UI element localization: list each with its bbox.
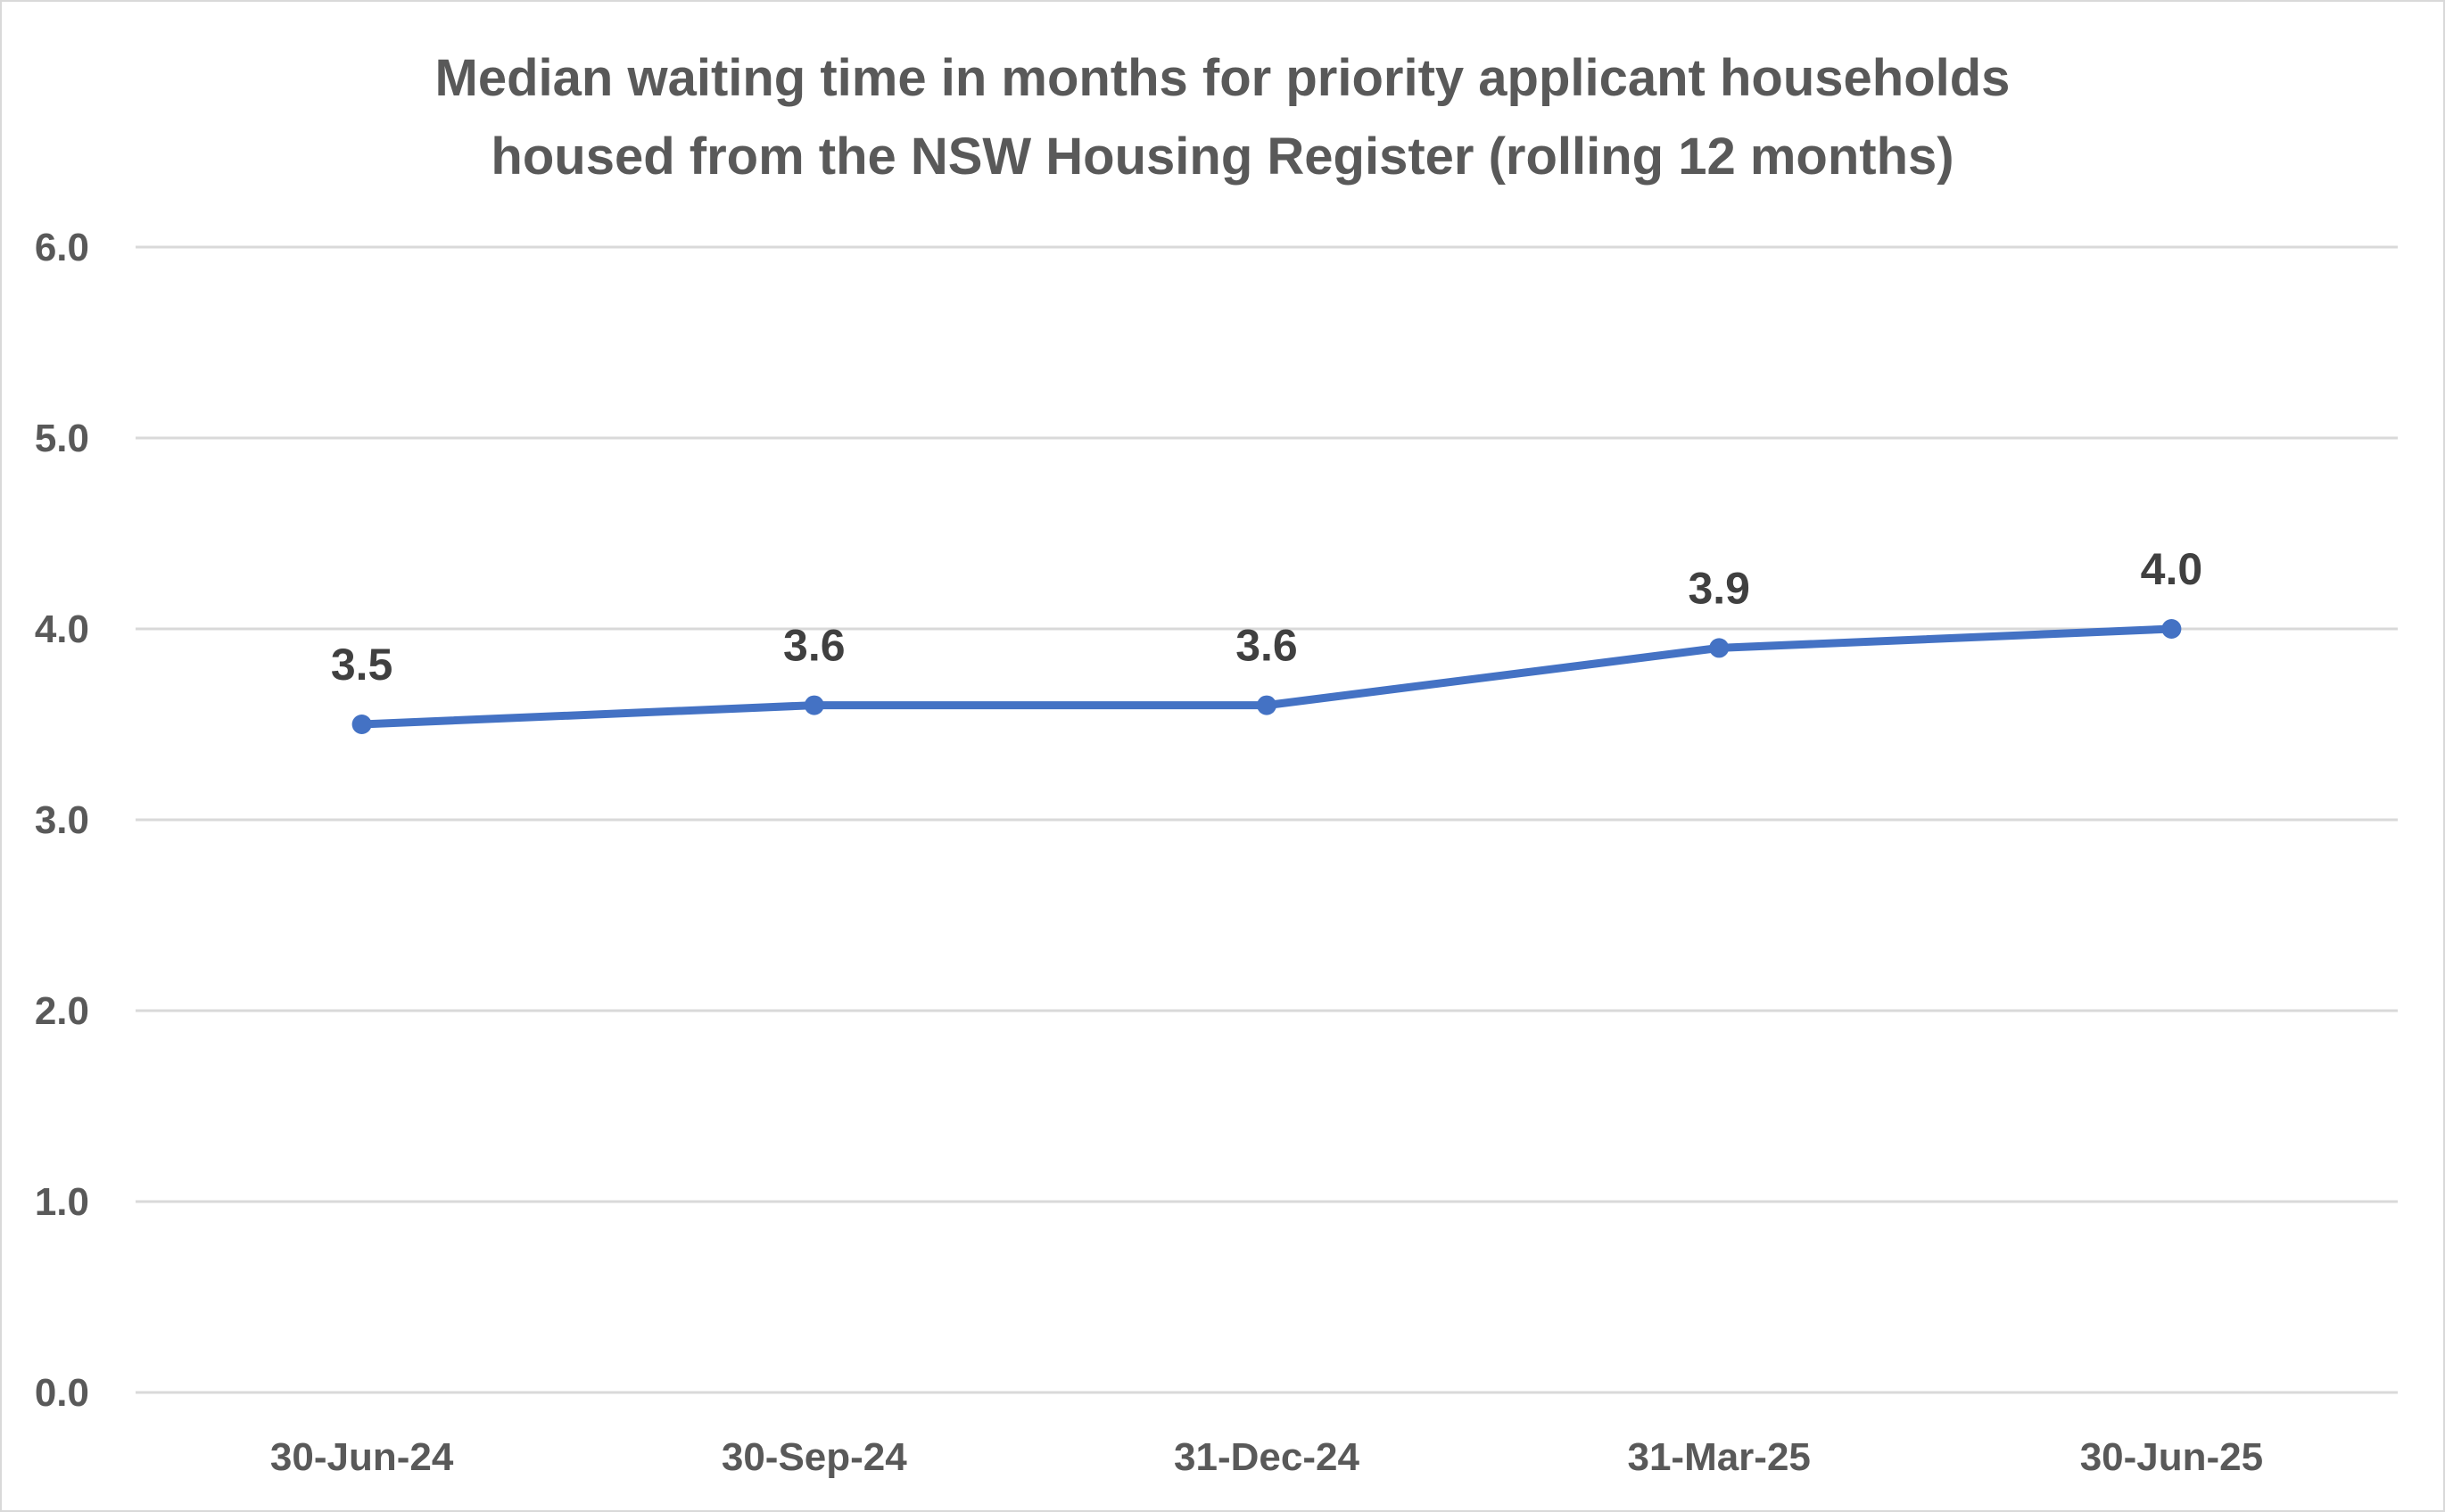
data-point xyxy=(2161,619,2182,639)
data-label: 4.0 xyxy=(2141,544,2203,594)
y-tick-label: 0.0 xyxy=(35,1371,89,1415)
data-label: 3.6 xyxy=(783,621,846,671)
data-label: 3.9 xyxy=(1688,563,1750,613)
y-tick-label: 6.0 xyxy=(35,226,89,269)
data-point xyxy=(1257,695,1276,715)
y-tick-label: 4.0 xyxy=(35,607,89,651)
y-tick-label: 1.0 xyxy=(35,1180,89,1224)
x-tick-label: 31-Dec-24 xyxy=(1174,1435,1359,1479)
x-axis-tick-labels: 30-Jun-24 30-Sep-24 31-Dec-24 31-Mar-25 30-J… xyxy=(270,1435,2263,1479)
x-tick-label: 31-Mar-25 xyxy=(1627,1435,1810,1479)
y-tick-label: 5.0 xyxy=(35,417,89,460)
data-labels: 3.5 3.6 3.6 3.9 4.0 xyxy=(331,544,2202,690)
x-tick-label: 30-Jun-25 xyxy=(2080,1435,2263,1479)
x-tick-label: 30-Sep-24 xyxy=(722,1435,907,1479)
gridlines xyxy=(136,245,2398,1394)
data-label: 3.5 xyxy=(331,640,393,690)
y-tick-label: 2.0 xyxy=(35,989,89,1033)
x-tick-label: 30-Jun-24 xyxy=(270,1435,454,1479)
data-label: 3.6 xyxy=(1235,621,1298,671)
chart-title-line-2: housed from the NSW Housing Register (ro… xyxy=(491,128,1954,186)
y-axis-tick-labels: 0.0 1.0 2.0 3.0 4.0 5.0 6.0 xyxy=(35,226,89,1415)
data-point xyxy=(1709,638,1730,658)
data-markers xyxy=(351,619,2182,734)
y-tick-label: 3.0 xyxy=(35,798,89,842)
data-point xyxy=(351,715,372,734)
chart-title: Median waiting time in months for priori… xyxy=(0,39,2445,196)
data-point xyxy=(804,695,824,715)
chart-title-line-1: Median waiting time in months for priori… xyxy=(434,49,2011,107)
